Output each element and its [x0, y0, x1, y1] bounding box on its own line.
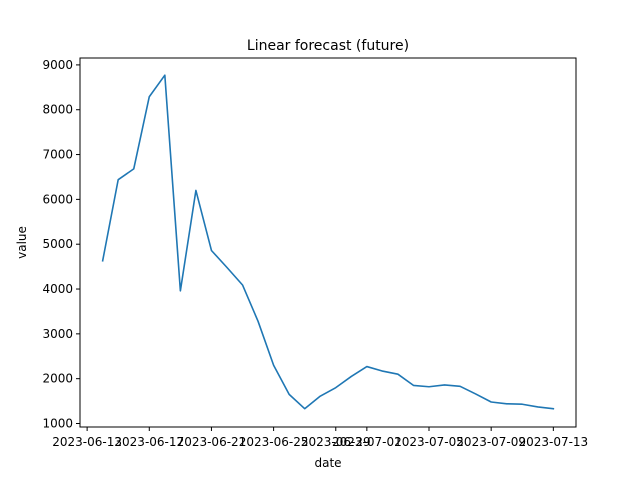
y-tick-label: 2000 — [42, 372, 73, 386]
axes-frame — [79, 57, 577, 428]
x-tick-label: 2023-06-13 — [52, 435, 122, 449]
data-point — [351, 376, 353, 378]
data-point — [521, 403, 523, 405]
x-axis-label: date — [314, 456, 341, 470]
data-point — [304, 408, 306, 410]
x-tick-label: 2023-06-29 — [301, 435, 371, 449]
data-point — [382, 370, 384, 372]
data-point — [413, 385, 415, 387]
data-point — [195, 190, 197, 192]
data-point — [226, 267, 228, 269]
data-point — [211, 250, 213, 252]
x-tick-label: 2023-06-17 — [114, 435, 184, 449]
data-point — [428, 386, 430, 388]
x-tick-label: 2023-07-13 — [518, 435, 588, 449]
data-point — [335, 387, 337, 389]
y-tick-label: 7000 — [42, 148, 73, 162]
x-tick-label: 2023-07-09 — [456, 435, 526, 449]
data-point — [366, 366, 368, 368]
data-point — [117, 179, 119, 181]
series-line — [101, 74, 555, 410]
y-axis: 1000 2000 3000 4000 5000 6000 7000 8000 9000 — [42, 58, 80, 431]
data-point — [164, 74, 166, 76]
y-tick-label: 1000 — [42, 417, 73, 431]
data-point — [319, 395, 321, 397]
data-point — [459, 386, 461, 388]
y-tick-label: 6000 — [42, 192, 73, 206]
data-point — [288, 394, 290, 396]
data-point — [537, 406, 539, 408]
data-point — [133, 168, 135, 170]
data-point — [273, 364, 275, 366]
data-point — [257, 321, 259, 323]
plot-area — [101, 74, 555, 410]
x-axis: 2023-06-132023-06-172023-06-212023-06-25… — [52, 427, 588, 449]
y-tick-label: 9000 — [42, 58, 73, 72]
y-tick-label: 3000 — [42, 327, 73, 341]
y-tick-label: 4000 — [42, 282, 73, 296]
data-point — [506, 403, 508, 405]
data-point — [490, 401, 492, 403]
data-point — [242, 284, 244, 286]
data-point — [553, 408, 555, 410]
data-point — [397, 373, 399, 375]
y-axis-label: value — [15, 226, 29, 259]
y-tick-label: 5000 — [42, 237, 73, 251]
x-tick-label: 2023-07-01 — [332, 435, 402, 449]
data-point — [180, 290, 182, 292]
data-point — [444, 384, 446, 386]
chart-title: Linear forecast (future) — [247, 38, 409, 54]
data-point — [102, 260, 104, 262]
x-tick-label: 2023-07-05 — [394, 435, 464, 449]
x-tick-label: 2023-06-21 — [177, 435, 247, 449]
x-tick-label: 2023-06-25 — [239, 435, 309, 449]
data-point — [148, 96, 150, 98]
data-point — [475, 393, 477, 395]
y-tick-label: 8000 — [42, 103, 73, 117]
